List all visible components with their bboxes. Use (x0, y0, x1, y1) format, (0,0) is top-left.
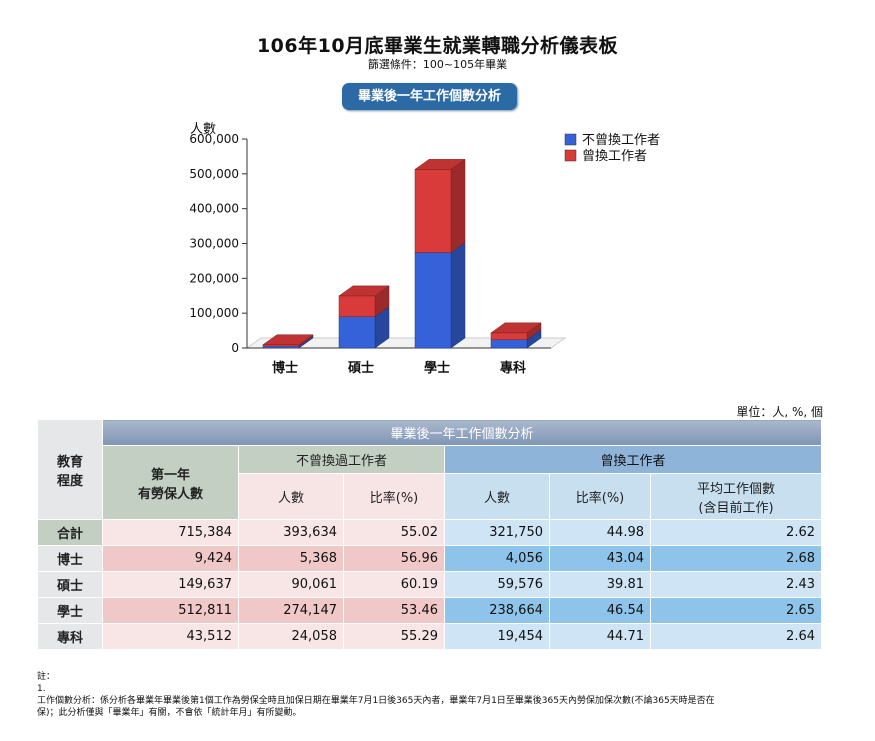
cell-c-rate: 39.81 (549, 571, 651, 598)
cell-first: 512,811 (102, 597, 239, 624)
cell-c-rate: 46.54 (549, 597, 651, 624)
cell-avg: 2.62 (650, 519, 822, 546)
bar-segment (414, 252, 452, 349)
cell-nc-count: 90,061 (238, 571, 344, 598)
cell-avg: 2.65 (650, 597, 822, 624)
bar-side (450, 242, 466, 349)
unit-note: 單位：人, %, 個 (736, 405, 823, 419)
cell-avg: 2.64 (650, 623, 822, 650)
bar-segment (262, 345, 300, 349)
filter-text: 篩選條件：100~105年畢業 (367, 58, 508, 71)
notes-line1: 工作個數分析：係分析各畢業年畢業後第1個工作為勞保全時且加保日期在畢業年7月1日… (37, 696, 715, 706)
col-education-line1: 教育 (56, 454, 83, 470)
sub-nc-count: 人數 (238, 473, 344, 520)
table-row: 博士 9,424 5,368 56.96 4,056 43.04 2.68 (37, 545, 822, 572)
row-label: 學士 (37, 597, 103, 624)
cell-nc-rate: 53.46 (343, 597, 445, 624)
cell-first: 149,637 (102, 571, 239, 598)
cell-c-count: 238,664 (444, 597, 550, 624)
y-tick-label: 0 (231, 341, 239, 355)
table-row: 專科 43,512 24,058 55.29 19,454 44.71 2.64 (37, 623, 822, 650)
col-education-line2: 程度 (56, 473, 83, 489)
y-tick-label: 100,000 (189, 306, 239, 320)
cell-first: 43,512 (102, 623, 239, 650)
cell-c-rate: 44.71 (549, 623, 651, 650)
x-tick-label: 專科 (500, 360, 526, 376)
stacked-bar-chart: 0 100,000 200,000 300,000 400,000 500,000 600,… (189, 122, 660, 376)
table-row: 碩士 149,637 90,061 60.19 59,576 39.81 2.4… (37, 571, 822, 598)
col-first-line1: 第一年 (150, 467, 190, 483)
cell-nc-count: 274,147 (238, 597, 344, 624)
y-tick-label: 500,000 (189, 167, 239, 181)
row-label: 博士 (37, 545, 103, 572)
notes-line2: 保)；此分析僅與「畢業年」有關，不會依「統計年月」有所變動。 (37, 708, 302, 718)
group-no-change-header: 不曾換過工作者 (238, 445, 445, 474)
footnotes: 註： 1. 工作個數分析：係分析各畢業年畢業後第1個工作為勞保全時且加保日期在畢… (37, 671, 827, 719)
y-axis-label: 人數 (190, 122, 216, 137)
cell-nc-rate: 56.96 (343, 545, 445, 572)
cell-c-count: 19,454 (444, 623, 550, 650)
y-tick-label: 200,000 (189, 271, 239, 285)
notes-label: 註： (37, 672, 56, 682)
sub-avg: 平均工作個數 (含目前工作) (650, 473, 822, 520)
bar-segment (338, 295, 376, 317)
analysis-table: 教育 程度 畢業後一年工作個數分析 第一年 有勞保人數 不曾換過工作者 曾換工作… (37, 419, 822, 650)
legend-swatch (564, 149, 577, 162)
sub-nc-rate: 比率(%) (343, 473, 445, 520)
page-title: 106年10月底畢業生就業轉職分析儀表板 (256, 35, 619, 57)
sub-avg-line2: (含目前工作) (698, 500, 774, 516)
legend-swatch (564, 133, 577, 146)
section-pill-button[interactable]: 畢業後一年工作個數分析 (342, 83, 517, 110)
col-first-line2: 有勞保人數 (137, 486, 203, 502)
table-row-total: 合計 715,384 393,634 55.02 321,750 44.98 2… (37, 519, 822, 546)
cell-nc-rate: 55.29 (343, 623, 445, 650)
sub-avg-line1: 平均工作個數 (696, 481, 775, 497)
y-tick-label: 400,000 (189, 202, 239, 216)
y-tick-label: 300,000 (189, 237, 239, 251)
row-label: 合計 (37, 519, 103, 546)
cell-c-count: 4,056 (444, 545, 550, 572)
cell-nc-count: 393,634 (238, 519, 344, 546)
cell-c-count: 59,576 (444, 571, 550, 598)
cell-c-rate: 43.04 (549, 545, 651, 572)
bar-top (490, 322, 542, 334)
cell-c-count: 321,750 (444, 519, 550, 546)
cell-avg: 2.68 (650, 545, 822, 572)
row-label: 專科 (37, 623, 103, 650)
cell-avg: 2.43 (650, 571, 822, 598)
col-first-year-header: 第一年 有勞保人數 (102, 445, 239, 520)
bar-top (338, 285, 390, 297)
bar-segment (490, 339, 528, 349)
cell-nc-count: 24,058 (238, 623, 344, 650)
row-label: 碩士 (37, 571, 103, 598)
bar-segment (414, 169, 452, 253)
x-tick-label: 學士 (424, 360, 450, 376)
cell-c-rate: 44.98 (549, 519, 651, 546)
bar-top (262, 334, 314, 345)
sub-c-count: 人數 (444, 473, 550, 520)
bar-top (414, 159, 466, 170)
cell-nc-count: 5,368 (238, 545, 344, 572)
cell-first: 715,384 (102, 519, 239, 546)
bar-side (450, 158, 466, 253)
sub-c-rate: 比率(%) (549, 473, 651, 520)
legend-label: 不曾換工作者 (582, 133, 660, 148)
cell-first: 9,424 (102, 545, 239, 572)
bar-segment (490, 332, 528, 340)
notes-index: 1. (37, 684, 46, 694)
x-tick-label: 博士 (272, 360, 298, 376)
table-row: 學士 512,811 274,147 53.46 238,664 46.54 2… (37, 597, 822, 624)
col-education-header: 教育 程度 (37, 419, 103, 520)
cell-nc-rate: 55.02 (343, 519, 445, 546)
legend-label: 曾換工作者 (582, 149, 647, 164)
x-tick-label: 碩士 (348, 360, 374, 376)
y-tick-label: 600,000 (189, 132, 239, 146)
cell-nc-rate: 60.19 (343, 571, 445, 598)
table-top-header: 畢業後一年工作個數分析 (102, 419, 822, 446)
group-change-header: 曾換工作者 (444, 445, 822, 474)
bar-segment (338, 316, 376, 349)
